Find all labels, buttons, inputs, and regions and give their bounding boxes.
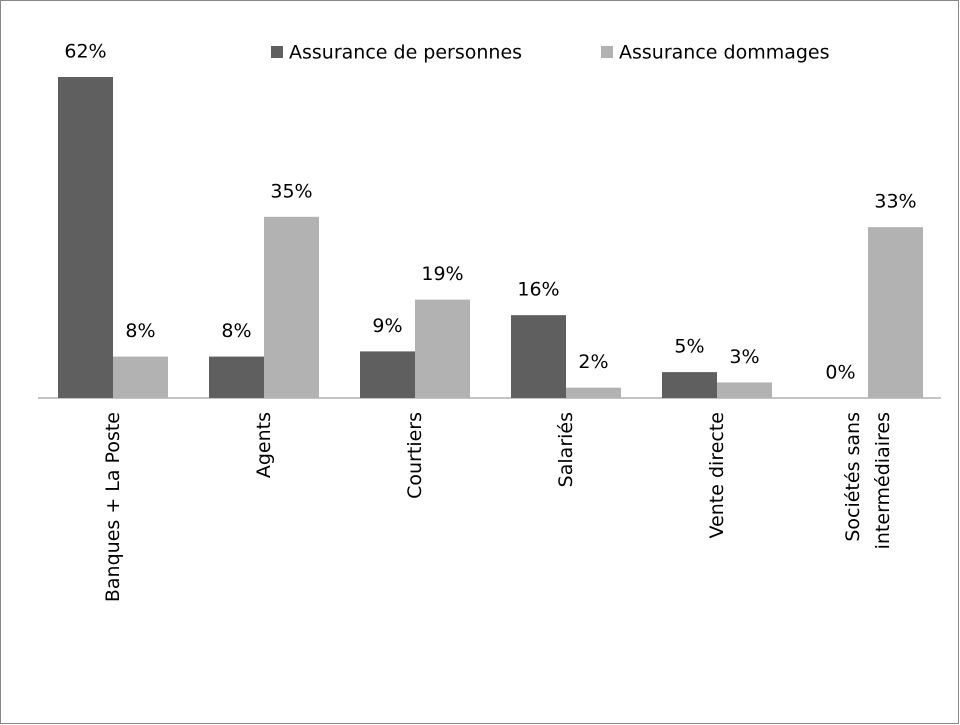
bar bbox=[868, 227, 923, 398]
data-label: 2% bbox=[578, 351, 608, 373]
data-label: 16% bbox=[517, 279, 559, 301]
data-label: 8% bbox=[221, 320, 251, 342]
bar bbox=[415, 299, 470, 398]
legend-swatch bbox=[601, 46, 613, 58]
bar bbox=[58, 77, 113, 398]
data-label: 3% bbox=[729, 346, 759, 368]
data-label: 0% bbox=[825, 362, 855, 384]
legend-swatch bbox=[271, 46, 283, 58]
legend-label: Assurance de personnes bbox=[289, 42, 522, 64]
bar bbox=[209, 356, 264, 398]
bar bbox=[264, 216, 319, 398]
data-label: 9% bbox=[372, 315, 402, 337]
bar bbox=[662, 372, 717, 398]
data-label: 5% bbox=[674, 336, 704, 358]
bar bbox=[360, 351, 415, 398]
x-tick-label: Courtiers bbox=[404, 412, 426, 499]
bar bbox=[717, 382, 772, 398]
bar bbox=[511, 315, 566, 398]
x-tick-label: Agents bbox=[253, 412, 275, 479]
data-label: 33% bbox=[874, 191, 916, 213]
bar bbox=[566, 387, 621, 398]
data-label: 62% bbox=[64, 41, 106, 63]
x-tick-label: Sociétés sans intermédiaires bbox=[842, 412, 894, 550]
bar bbox=[113, 356, 168, 398]
x-tick-label: Vente directe bbox=[706, 412, 728, 539]
data-label: 19% bbox=[421, 263, 463, 285]
x-tick-label: Salariés bbox=[555, 412, 577, 488]
legend-label: Assurance dommages bbox=[619, 42, 830, 64]
data-label: 35% bbox=[270, 180, 312, 202]
x-tick-label: Banques + La Poste bbox=[102, 412, 124, 603]
data-label: 8% bbox=[125, 320, 155, 342]
